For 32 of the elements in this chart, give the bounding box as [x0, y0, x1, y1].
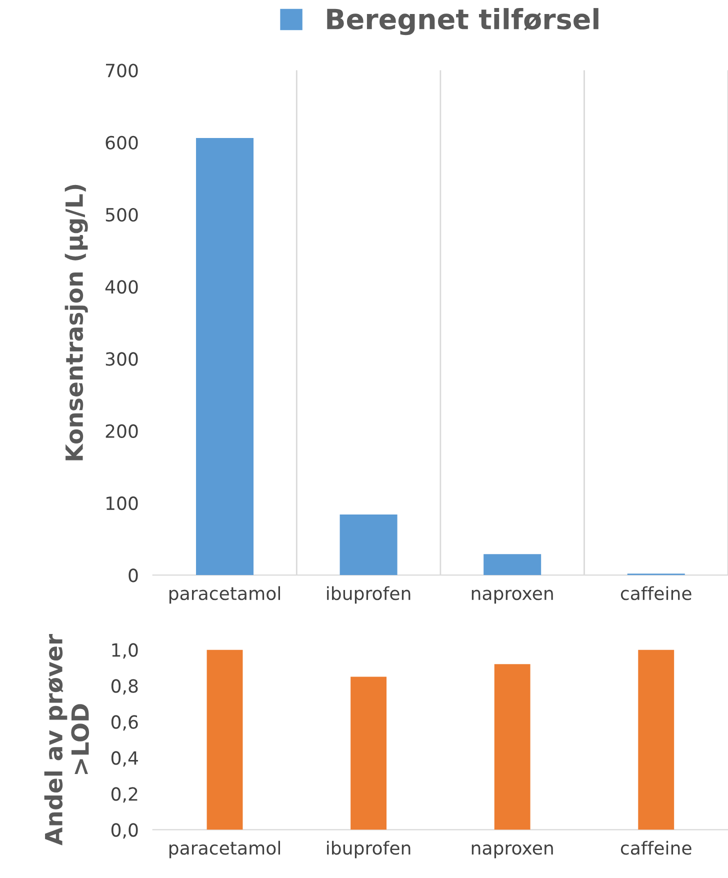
x-tick-label: ibuprofen	[327, 840, 410, 858]
y-axis-title: Konsentrasjon (µg/L)	[64, 184, 88, 460]
bar	[484, 554, 542, 576]
x-tick-label: caffeine	[620, 840, 692, 855]
y-tick-label: 0	[128, 568, 138, 582]
x-tick-label: naproxen	[472, 844, 553, 858]
x-tick-label: paracetamol	[169, 840, 280, 858]
y-tick-label: 200	[106, 424, 138, 438]
bar	[638, 650, 674, 830]
x-tick-label: paracetamol	[169, 586, 280, 604]
y-tick-label: 500	[106, 208, 138, 222]
y-tick-label: 400	[105, 280, 138, 294]
bar	[206, 650, 243, 830]
bar	[196, 138, 254, 576]
bar	[350, 676, 387, 830]
x-tick-label: ibuprofen	[327, 586, 410, 604]
y-tick-label: 0,4	[111, 751, 138, 767]
y-tick-label: 300	[106, 352, 138, 366]
y-tick-label: 700	[106, 64, 138, 78]
y-tick-label: 0,0	[111, 823, 138, 839]
bar	[494, 664, 530, 830]
y-axis-title: Andel av prøver >LOD	[44, 634, 90, 846]
y-tick-label: 0,2	[111, 787, 138, 803]
y-tick-label: 100	[106, 496, 138, 510]
y-tick-label: 1,0	[112, 643, 138, 659]
bar	[340, 514, 398, 576]
y-tick-label: 600	[106, 136, 138, 150]
y-tick-label: 0,6	[111, 715, 138, 731]
legend-label: Beregnet tilførsel	[327, 8, 598, 36]
x-tick-label: naproxen	[472, 590, 553, 604]
x-tick-label: caffeine	[620, 586, 692, 600]
y-tick-label: 0,8	[111, 679, 138, 695]
